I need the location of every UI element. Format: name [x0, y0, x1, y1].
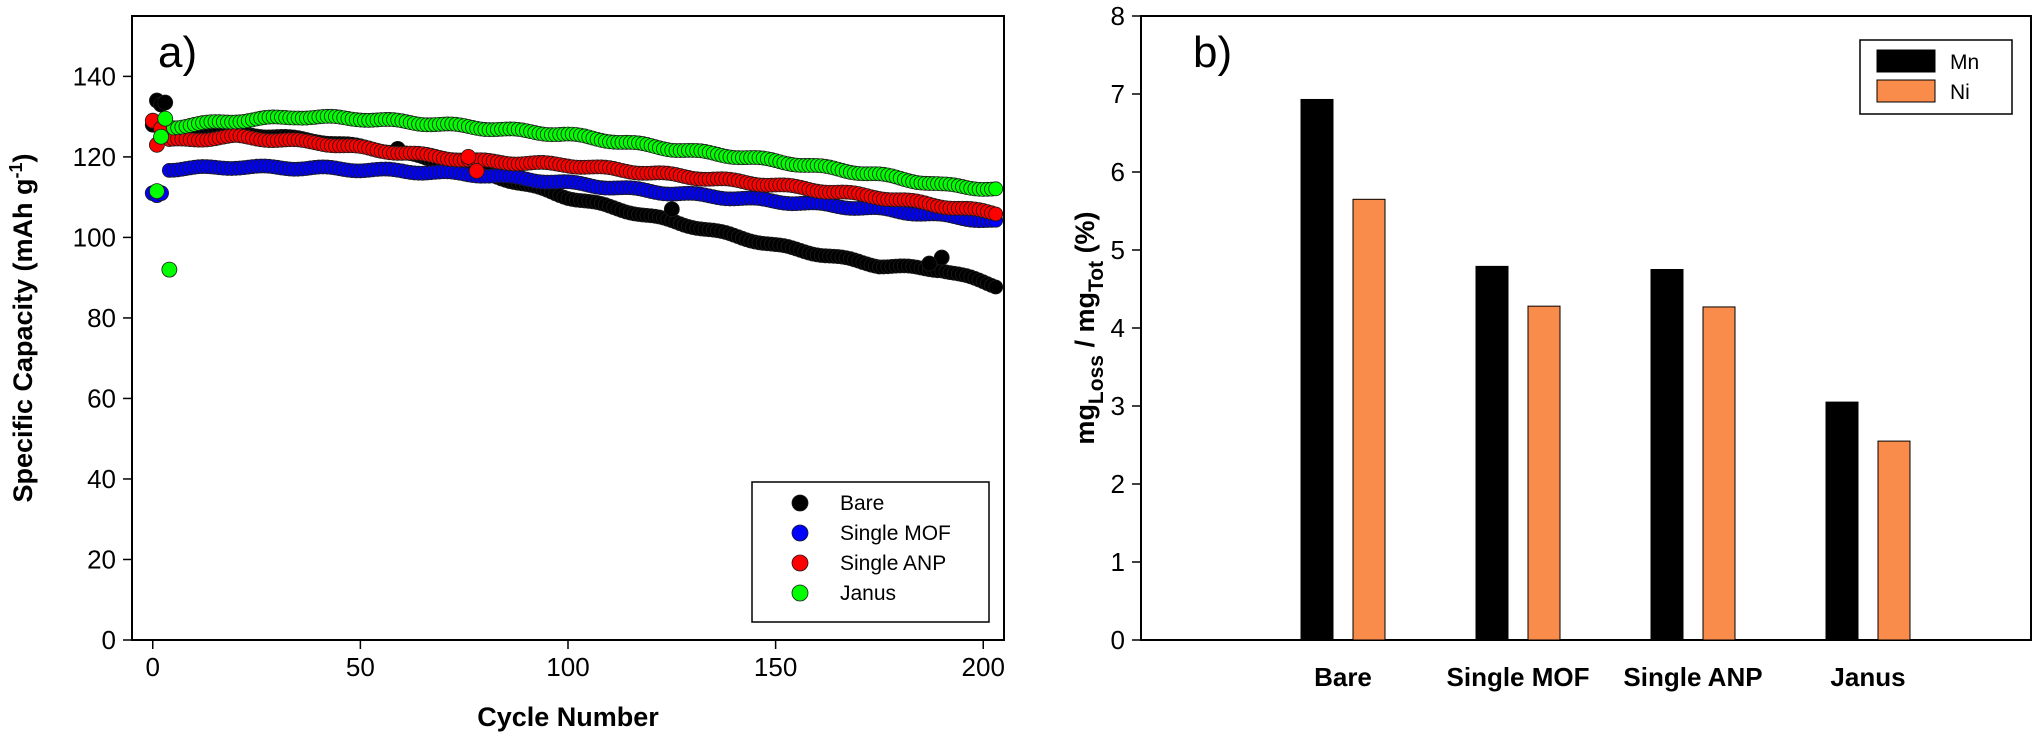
panel-b-y-axis-title-part-3: (%) — [1070, 211, 1100, 261]
bar-single-mof-ni — [1527, 305, 1561, 641]
panel-a-y-tick-label: 20 — [87, 544, 116, 574]
panel-a-y-axis-title-superscript: -1 — [6, 162, 26, 178]
data-point-bare — [921, 255, 938, 272]
panel-b-y-tick-label: 1 — [1111, 547, 1125, 577]
panel-a-y-tick-label: 40 — [87, 464, 116, 494]
data-point-janus — [157, 110, 174, 127]
data-point-janus — [149, 183, 165, 200]
category-label-single-mof: Single MOF — [1447, 662, 1590, 692]
panel-b-category-labels: Bare Single MOF Single ANP Janus — [1314, 662, 1905, 692]
data-point-bare — [988, 279, 1004, 295]
legend-marker-janus — [791, 584, 809, 602]
panel-b-legend: Mn Ni — [1859, 39, 2013, 115]
panel-a-ticks: 0 50 100 150 200 0 20 40 60 80 100 120 140 — [73, 61, 1005, 682]
panel-a-x-tick-label: 200 — [962, 652, 1005, 682]
legend-marker-bare — [791, 494, 809, 512]
legend-label-single-mof: Single MOF — [840, 522, 951, 545]
panel-b-y-tick-label: 5 — [1111, 235, 1125, 265]
panel-a-x-tick-label: 100 — [546, 652, 589, 682]
bar-janus-ni — [1877, 440, 1911, 641]
panel-a-data-points — [144, 92, 1004, 295]
legend-label-single-anp: Single ANP — [840, 552, 946, 575]
panel-a-y-tick-label: 100 — [73, 222, 116, 252]
data-point-janus — [988, 181, 1004, 197]
panel-b-y-tick-label: 6 — [1111, 157, 1125, 187]
panel-a-legend: Bare Single MOF Single ANP Janus — [751, 481, 990, 623]
panel-a-y-tick-label: 0 — [102, 625, 116, 655]
panel-a-legend-items: Bare Single MOF Single ANP Janus — [791, 492, 951, 605]
data-point-single-anp — [460, 149, 477, 165]
legend-marker-single-anp — [791, 554, 809, 572]
legend-swatch-ni — [1876, 79, 1936, 103]
panel-a-y-axis-title: Specific Capacity (mAh g-1) — [6, 153, 38, 502]
panel-b-y-tick-label: 8 — [1111, 1, 1125, 31]
panel-b-y-tick-label: 3 — [1111, 391, 1125, 421]
legend-label-mn: Mn — [1950, 51, 1979, 74]
panel-b-y-tick-label: 7 — [1111, 79, 1125, 109]
bar-single-anp-mn — [1650, 269, 1684, 641]
panel-b-y-axis-title-part-2: / mg — [1070, 292, 1100, 355]
category-label-single-anp: Single ANP — [1623, 662, 1762, 692]
series-single-anp-points — [144, 112, 1004, 222]
series-janus-points — [149, 108, 1004, 278]
legend-marker-single-mof — [791, 524, 809, 542]
legend-label-ni: Ni — [1950, 81, 1970, 104]
panel-a-y-axis-title-end: ) — [8, 153, 38, 162]
panel-a-y-tick-label: 120 — [73, 142, 116, 172]
panel-a-x-axis-title: Cycle Number — [477, 702, 659, 732]
panel-b-y-axis-title-part-1: mg — [1070, 404, 1100, 445]
panel-a-scatter-chart: 0 50 100 150 200 0 20 40 60 80 100 120 140 a) Cycle … — [6, 15, 1005, 732]
panel-a-x-tick-label: 150 — [754, 652, 797, 682]
category-label-bare: Bare — [1314, 662, 1372, 692]
panel-b-legend-items: Mn Ni — [1876, 49, 1979, 104]
legend-swatch-mn — [1876, 49, 1936, 73]
panel-b-label: b) — [1193, 28, 1232, 77]
bar-single-mof-mn — [1475, 265, 1509, 641]
legend-label-janus: Janus — [840, 582, 896, 605]
panel-b-y-axis-title: mgLoss / mgTot (%) — [1070, 211, 1108, 444]
category-label-janus: Janus — [1830, 662, 1905, 692]
panel-a-y-axis-title-main: Specific Capacity (mAh g — [8, 178, 38, 502]
data-point-janus — [161, 261, 178, 278]
panel-a-y-tick-label: 60 — [87, 383, 116, 413]
panel-b-bars — [1300, 98, 1911, 641]
panel-b-y-tick-label: 2 — [1111, 469, 1125, 499]
data-point-bare — [663, 201, 680, 218]
series-single-mof-points — [144, 158, 1004, 229]
panel-a-legend-box — [751, 481, 990, 623]
panel-a-label: a) — [158, 28, 197, 77]
panel-b-ticks: 0 1 2 3 4 5 6 7 8 — [1111, 1, 1141, 655]
panel-a-x-tick-label: 50 — [346, 652, 375, 682]
bar-bare-ni — [1352, 198, 1386, 641]
bar-bare-mn — [1300, 98, 1334, 641]
legend-label-bare: Bare — [840, 492, 884, 515]
panel-a-y-tick-label: 80 — [87, 303, 116, 333]
panel-a-x-tick-label: 0 — [146, 652, 160, 682]
bar-janus-mn — [1825, 401, 1859, 641]
panel-b-y-axis-title-subscript-1: Loss — [1085, 355, 1108, 404]
data-point-single-anp — [988, 206, 1004, 222]
panel-b-y-tick-label: 0 — [1111, 625, 1125, 655]
panel-a-y-tick-label: 140 — [73, 61, 116, 91]
panel-b-y-tick-label: 4 — [1111, 313, 1125, 343]
data-point-janus — [153, 128, 169, 145]
panel-b-y-axis-title-subscript-2: Tot — [1085, 261, 1108, 292]
data-point-single-anp — [468, 163, 485, 179]
data-point-bare — [157, 94, 174, 111]
bar-single-anp-ni — [1702, 306, 1736, 641]
